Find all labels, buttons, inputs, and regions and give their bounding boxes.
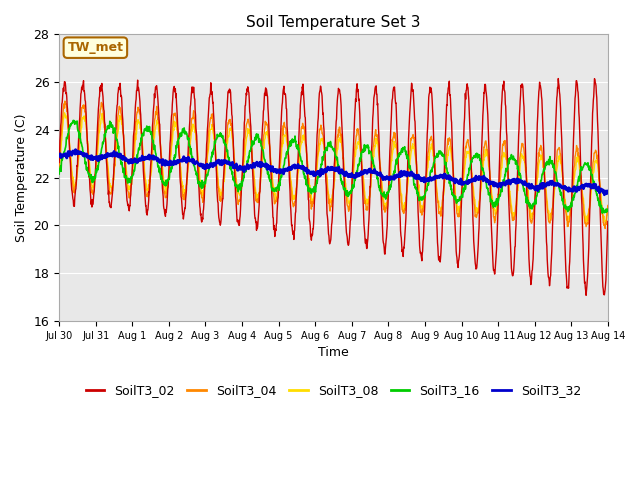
Legend: SoilT3_02, SoilT3_04, SoilT3_08, SoilT3_16, SoilT3_32: SoilT3_02, SoilT3_04, SoilT3_08, SoilT3_… xyxy=(81,379,586,402)
Y-axis label: Soil Temperature (C): Soil Temperature (C) xyxy=(15,113,28,242)
Title: Soil Temperature Set 3: Soil Temperature Set 3 xyxy=(246,15,420,30)
X-axis label: Time: Time xyxy=(318,347,349,360)
Text: TW_met: TW_met xyxy=(67,41,124,54)
